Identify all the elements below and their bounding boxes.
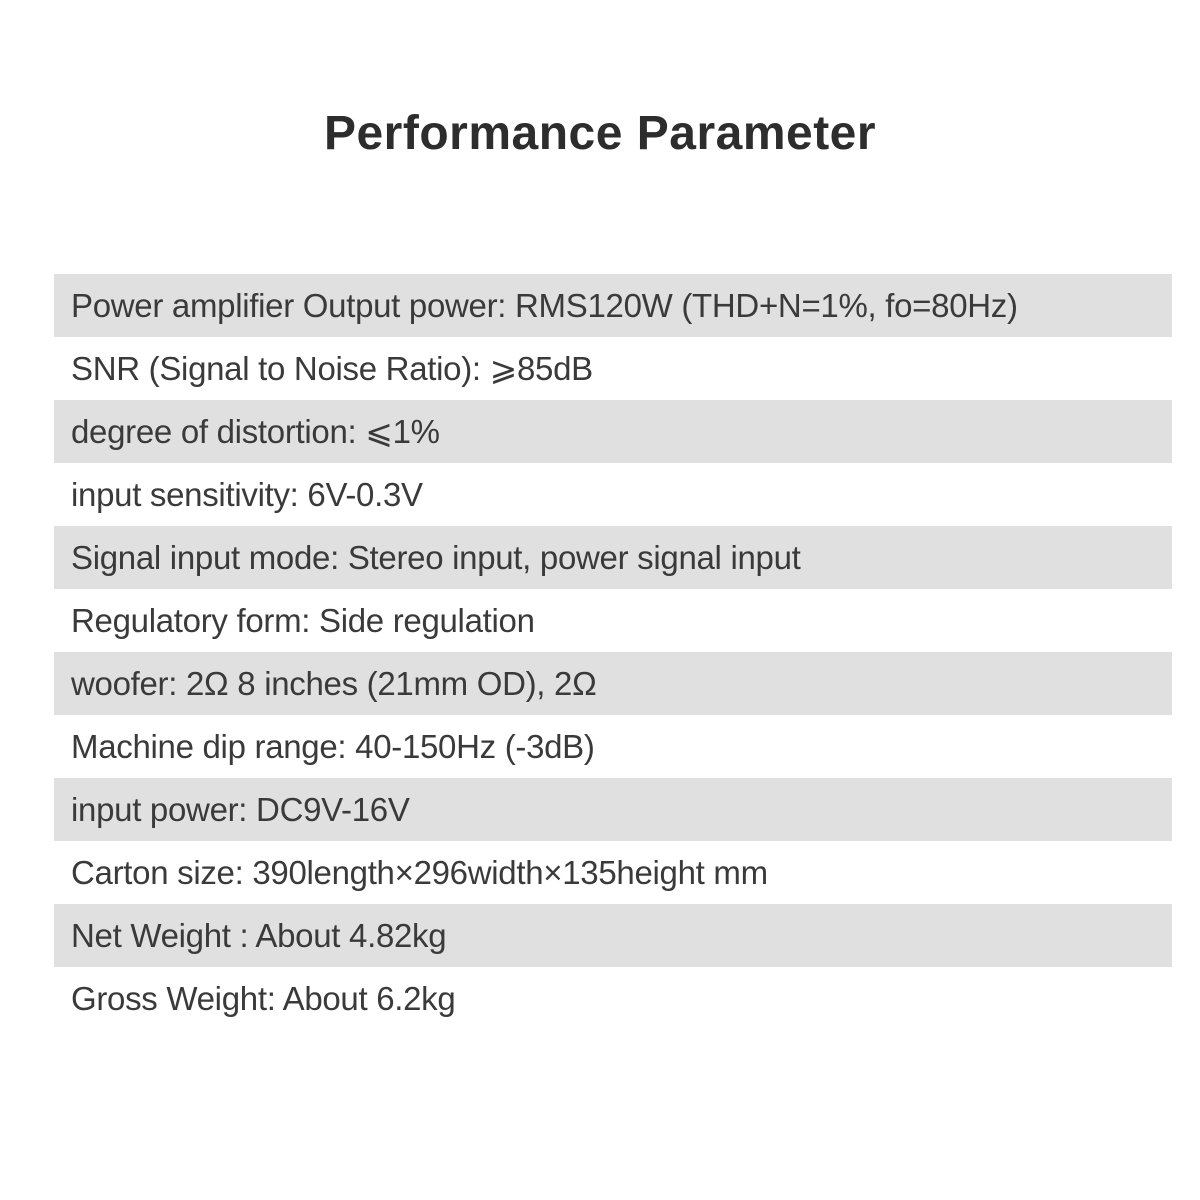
spec-row-output-power: Power amplifier Output power: RMS120W (T… — [54, 274, 1172, 337]
spec-row-dip-range: Machine dip range: 40-150Hz (-3dB) — [71, 727, 595, 765]
spec-row-distortion: degree of distortion: ⩽1% — [54, 400, 1172, 463]
spec-row-snr: SNR (Signal to Noise Ratio): ⩾85dB — [71, 350, 593, 387]
page-title: Performance Parameter — [323, 107, 877, 160]
spec-table: Power amplifier Output power: RMS120W (T… — [54, 274, 1172, 1030]
spec-row-woofer: woofer: 2Ω 8 inches (21mm OD), 2Ω — [54, 652, 1172, 715]
spec-row-signal-input-mode: Signal input mode: Stereo input, power s… — [54, 526, 1172, 589]
spec-row-gross-weight: Gross Weight: About 6.2kg — [71, 979, 456, 1017]
spec-row-input-power: input power: DC9V-16V — [54, 778, 1172, 841]
spec-row-input-sensitivity: input sensitivity: 6V-0.3V — [71, 475, 423, 513]
spec-row-regulatory-form: Regulatory form: Side regulation — [71, 601, 535, 639]
spec-row-net-weight: Net Weight : About 4.82kg — [54, 904, 1172, 967]
spec-row-carton-size: Carton size: 390length×296width×135heigh… — [71, 853, 768, 891]
